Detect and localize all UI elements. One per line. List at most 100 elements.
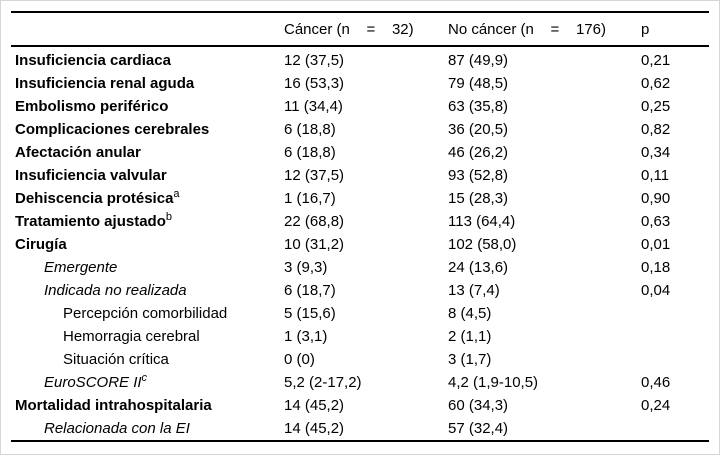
p-value: 0,82 [641,121,671,138]
row-label: EuroSCORE II [44,374,142,391]
header-cancer-column: Cáncer (n = 32) [284,12,448,47]
row-label: Emergente [44,259,118,276]
p-value: 0,18 [641,259,671,276]
p-value: 0,04 [641,282,671,299]
cancer-value: 1 (3,1) [284,328,328,345]
no-cancer-value: 57 (32,4) [448,420,509,437]
no-cancer-value: 24 (13,6) [448,259,509,276]
table-row: Cirugía 10 (31,2) 102 (58,0) 0,01 [11,233,709,256]
cancer-value: 12 (37,5) [284,167,345,184]
table-row: Dehiscencia protésicaa 1 (16,7) 15 (28,3… [11,187,709,210]
row-label: Relacionada con la EI [44,420,190,437]
row-label-cell: Dehiscencia protésicaa [11,187,284,210]
p-value [641,325,709,348]
cancer-value: 6 (18,7) [284,282,336,299]
cancer-value: 16 (53,3) [284,75,345,92]
no-cancer-value: 60 (34,3) [448,397,509,414]
outcomes-table: Cáncer (n = 32) No cáncer (n = 176) p In… [11,11,709,442]
table-row: Embolismo periférico 11 (34,4) 63 (35,8)… [11,95,709,118]
row-label: Hemorragia cerebral [63,328,200,345]
p-value [641,302,709,325]
header-no-cancer-column: No cáncer (n = 176) [448,12,641,47]
p-value: 0,34 [641,144,671,161]
cancer-value: 12 (37,5) [284,52,345,69]
footnote-marker: a [173,188,180,200]
p-value: 0,63 [641,213,671,230]
row-label-cell: Relacionada con la EI [11,417,284,441]
row-label-cell: Situación crítica [11,348,284,371]
row-label: Insuficiencia renal aguda [15,75,195,92]
table-row: Tratamiento ajustadob 22 (68,8) 113 (64,… [11,210,709,233]
row-label-cell: EuroSCORE IIc [11,371,284,394]
row-label-cell: Mortalidad intrahospitalaria [11,394,284,417]
no-cancer-value: 15 (28,3) [448,190,509,207]
no-cancer-value: 63 (35,8) [448,98,509,115]
row-label: Cirugía [15,236,67,253]
no-cancer-value: 93 (52,8) [448,167,509,184]
p-value: 0,90 [641,190,671,207]
table-row: Insuficiencia valvular 12 (37,5) 93 (52,… [11,164,709,187]
header-label-empty [11,12,284,47]
row-label-cell: Indicada no realizada [11,279,284,302]
table-row: Complicaciones cerebrales 6 (18,8) 36 (2… [11,118,709,141]
no-cancer-value: 2 (1,1) [448,328,492,345]
row-label-cell: Cirugía [11,233,284,256]
table-row: Relacionada con la EI 14 (45,2) 57 (32,4… [11,417,709,441]
cancer-value: 5,2 (2-17,2) [284,374,362,391]
no-cancer-value: 113 (64,4) [448,213,516,230]
cancer-value: 14 (45,2) [284,397,345,414]
cancer-value: 1 (16,7) [284,190,336,207]
header-row: Cáncer (n = 32) No cáncer (n = 176) p [11,12,709,47]
row-label: Insuficiencia valvular [15,167,167,184]
p-value [641,348,709,371]
cancer-value: 6 (18,8) [284,144,336,161]
table-row: EuroSCORE IIc 5,2 (2-17,2) 4,2 (1,9-10,5… [11,371,709,394]
cancer-value: 10 (31,2) [284,236,345,253]
no-cancer-value: 36 (20,5) [448,121,509,138]
header-p-column: p [641,12,709,47]
row-label: Mortalidad intrahospitalaria [15,397,212,414]
p-value [641,417,709,441]
p-value: 0,25 [641,98,671,115]
table-row: Situación crítica 0 (0) 3 (1,7) [11,348,709,371]
row-label-cell: Insuficiencia valvular [11,164,284,187]
table-row: Indicada no realizada 6 (18,7) 13 (7,4) … [11,279,709,302]
row-label: Indicada no realizada [44,282,187,299]
p-value: 0,01 [641,236,671,253]
row-label-cell: Emergente [11,256,284,279]
table-row: Mortalidad intrahospitalaria 14 (45,2) 6… [11,394,709,417]
row-label: Dehiscencia protésica [15,190,174,207]
no-cancer-value: 13 (7,4) [448,282,500,299]
row-label: Complicaciones cerebrales [15,121,210,138]
row-label: Afectación anular [15,144,141,161]
row-label-cell: Tratamiento ajustadob [11,210,284,233]
p-value: 0,62 [641,75,671,92]
cancer-value: 5 (15,6) [284,305,336,322]
no-cancer-value: 79 (48,5) [448,75,509,92]
table-row: Hemorragia cerebral 1 (3,1) 2 (1,1) [11,325,709,348]
row-label: Embolismo periférico [15,98,169,115]
no-cancer-value: 102 (58,0) [448,236,517,253]
cancer-value: 11 (34,4) [284,98,343,115]
table-row: Insuficiencia renal aguda 16 (53,3) 79 (… [11,72,709,95]
row-label-cell: Percepción comorbilidad [11,302,284,325]
cancer-value: 22 (68,8) [284,213,345,230]
table-row: Afectación anular 6 (18,8) 46 (26,2) 0,3… [11,141,709,164]
table-body: Insuficiencia cardiaca 12 (37,5) 87 (49,… [11,46,709,441]
row-label: Situación crítica [63,351,169,368]
row-label-cell: Afectación anular [11,141,284,164]
cancer-value: 6 (18,8) [284,121,336,138]
table-header: Cáncer (n = 32) No cáncer (n = 176) p [11,12,709,47]
row-label-cell: Insuficiencia cardiaca [11,46,284,72]
row-label-cell: Embolismo periférico [11,95,284,118]
row-label-cell: Insuficiencia renal aguda [11,72,284,95]
no-cancer-value: 3 (1,7) [448,351,492,368]
p-value: 0,24 [641,397,671,414]
p-value: 0,11 [641,167,670,184]
table-row: Emergente 3 (9,3) 24 (13,6) 0,18 [11,256,709,279]
row-label-cell: Hemorragia cerebral [11,325,284,348]
row-label: Tratamiento ajustado [15,213,166,230]
p-value: 0,21 [641,52,671,69]
no-cancer-value: 8 (4,5) [448,305,492,322]
